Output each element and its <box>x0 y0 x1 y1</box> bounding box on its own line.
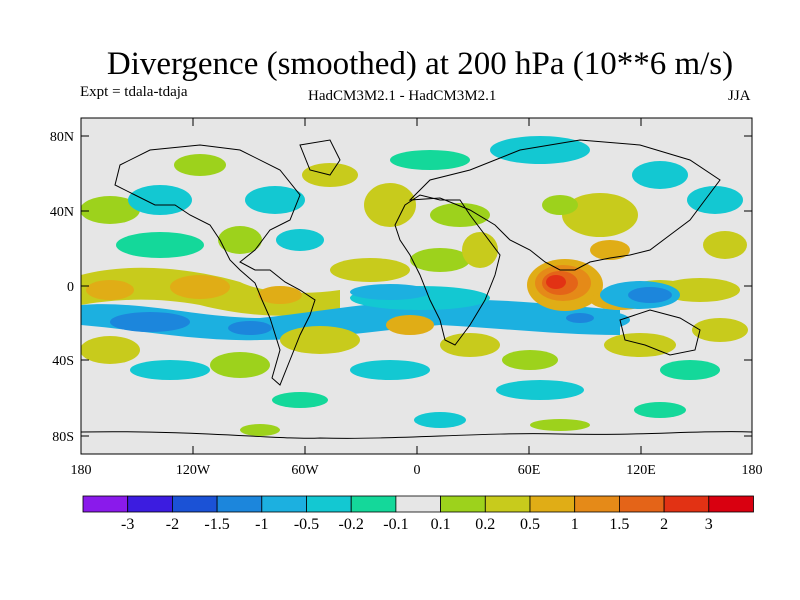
colorbar-label: -1.5 <box>204 516 229 533</box>
colorbar-swatch <box>171 495 218 513</box>
lon-label: 120E <box>626 463 656 478</box>
colorbar-swatch <box>306 495 352 513</box>
colorbar-label: 3 <box>705 516 713 533</box>
americas-coast <box>114 144 316 386</box>
lat-label: 80N <box>50 130 74 145</box>
colorbar <box>82 495 754 513</box>
lat-ticks <box>81 135 752 437</box>
colorbar-swatch <box>708 495 754 513</box>
colorbar-label: 0.2 <box>475 516 495 533</box>
lon-label: 60E <box>518 463 541 478</box>
colorbar-label: 0.5 <box>520 516 540 533</box>
colorbar-swatch <box>619 495 665 513</box>
season-label: JJA <box>728 88 751 104</box>
colorbar-label: -1 <box>255 516 268 533</box>
lon-labels: 180 120W 60W 0 60E 120E 180 <box>71 463 763 478</box>
divergence-field <box>81 136 748 436</box>
map-panel: 80N 40N 0 40S 80S 180 120W 60W 0 60E 120… <box>50 117 763 478</box>
lon-label: 120W <box>176 463 211 478</box>
colorbar-swatch <box>529 495 576 513</box>
colorbar-swatch <box>127 495 173 513</box>
lat-label: 40S <box>52 354 74 369</box>
lon-label: 180 <box>742 463 763 478</box>
colorbar-label: -3 <box>121 516 134 533</box>
lat-label: 40N <box>50 205 74 220</box>
lon-label: 0 <box>414 463 421 478</box>
colorbar-swatch <box>440 495 486 513</box>
colorbar-label: -0.5 <box>294 516 319 533</box>
africa-coast <box>394 194 501 346</box>
colorbar-label: 1 <box>571 516 579 533</box>
colorbar-swatch <box>216 495 263 513</box>
lon-label: 180 <box>71 463 92 478</box>
eurasia-coast <box>408 139 721 271</box>
lat-label: 80S <box>52 430 74 445</box>
colorbar-swatch <box>484 495 531 513</box>
antarctica-coast <box>81 431 752 439</box>
experiment-label: Expt = tdala-tdaja <box>80 84 188 100</box>
colorbar-label: -0.2 <box>339 516 364 533</box>
lat-labels: 80N 40N 0 40S 80S <box>50 130 74 445</box>
colorbar-label: 2 <box>660 516 668 533</box>
colorbar-label: 1.5 <box>609 516 629 533</box>
coastlines <box>81 139 752 439</box>
colorbar-swatch <box>395 495 441 513</box>
colorbar-swatch <box>261 495 307 513</box>
lat-label: 0 <box>67 280 74 295</box>
colorbar-label: 0.1 <box>431 516 451 533</box>
colorbar-label: -2 <box>166 516 179 533</box>
colorbar-swatch <box>663 495 710 513</box>
colorbar-swatch <box>574 495 620 513</box>
colorbar-labels: -3 -2 -1.5 -1 -0.5 -0.2 -0.1 0.1 0.2 0.5 1 1.5 2 3 <box>121 516 713 533</box>
greenland-coast <box>299 139 341 176</box>
colorbar-swatch <box>82 495 129 513</box>
lon-ticks <box>192 118 642 454</box>
lon-label: 60W <box>291 463 319 478</box>
model-label: HadCM3M2.1 - HadCM3M2.1 <box>308 88 497 104</box>
colorbar-swatch <box>350 495 397 513</box>
colorbar-label: -0.1 <box>383 516 408 533</box>
australia-coast <box>619 309 701 356</box>
map-title: Divergence (smoothed) at 200 hPa (10**6 … <box>106 46 734 82</box>
